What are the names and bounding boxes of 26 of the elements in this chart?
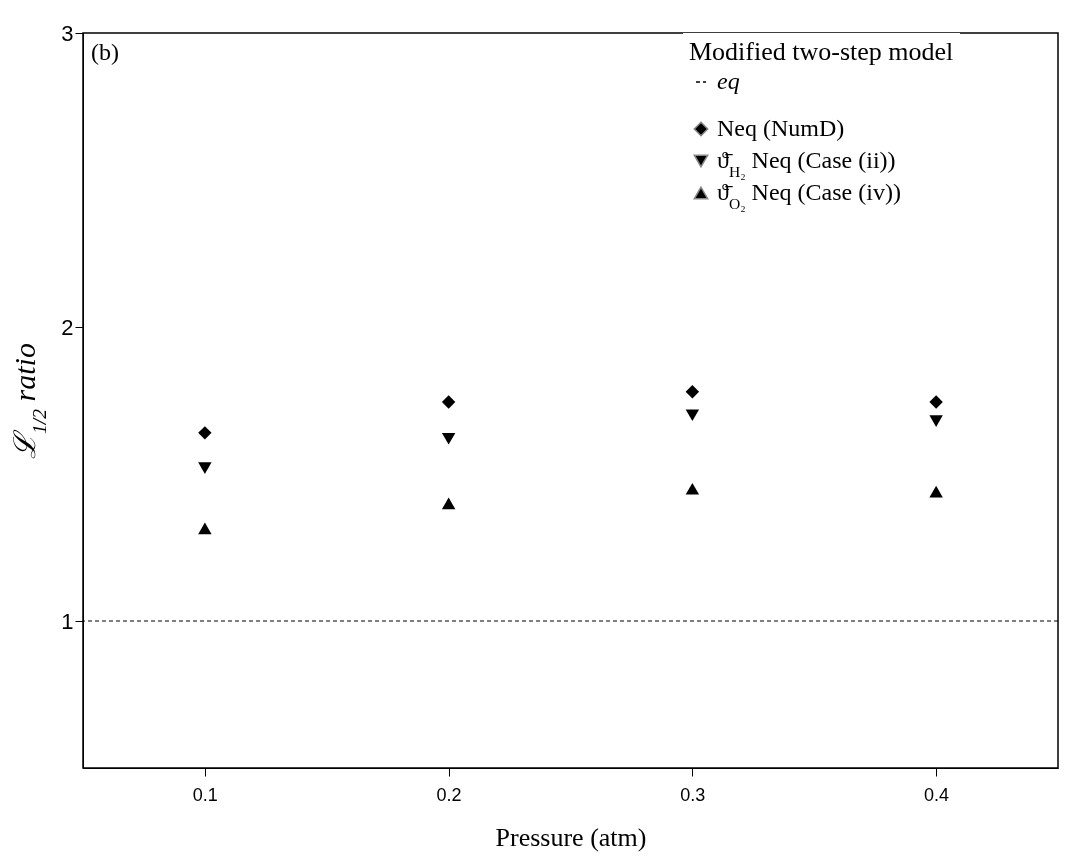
annotation: (b) bbox=[91, 39, 119, 65]
legend-label: Neq (NumD) bbox=[717, 115, 845, 141]
point bbox=[198, 426, 212, 440]
point bbox=[441, 497, 456, 510]
point bbox=[441, 432, 456, 445]
y-tick-label: 3 bbox=[61, 20, 74, 46]
legend-label: ϑ̄$_{H₂}$ Neq (Case (ii)) bbox=[717, 147, 896, 180]
point bbox=[198, 522, 212, 535]
legend-label: eq bbox=[717, 68, 740, 94]
point bbox=[929, 415, 943, 427]
x-tick-label: 0.4 bbox=[924, 784, 950, 805]
x-tick-label: 0.1 bbox=[192, 784, 218, 805]
point bbox=[441, 395, 456, 409]
point bbox=[685, 409, 700, 422]
point bbox=[685, 384, 700, 399]
y-tick-label: 2 bbox=[61, 314, 74, 340]
x-tick-label: 0.3 bbox=[680, 784, 706, 805]
point bbox=[685, 482, 700, 495]
legend-title: Modified two-step model bbox=[689, 37, 954, 66]
y-tick-label: 1 bbox=[61, 608, 74, 634]
legend-label: ϑ̄$_{O₂}$ Neq (Case (iv)) bbox=[717, 179, 901, 212]
point bbox=[929, 395, 943, 409]
x-axis-title: Pressure (atm) bbox=[495, 822, 647, 852]
point bbox=[198, 462, 212, 474]
point bbox=[929, 485, 943, 498]
x-tick-label: 0.2 bbox=[436, 784, 462, 805]
